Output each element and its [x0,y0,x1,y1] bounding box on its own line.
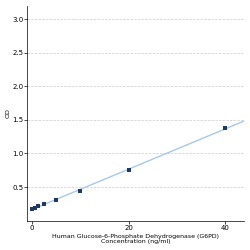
Point [127,168,131,172]
Point [30,207,34,211]
Point [36,204,40,208]
Point [54,198,58,202]
Point [42,202,46,206]
Point [33,206,37,210]
Point [223,126,227,130]
Point [78,189,82,193]
Y-axis label: OD: OD [6,108,10,118]
X-axis label: Human Glucose-6-Phosphate Dehydrogenase (G6PD)
Concentration (ng/ml): Human Glucose-6-Phosphate Dehydrogenase … [52,234,220,244]
